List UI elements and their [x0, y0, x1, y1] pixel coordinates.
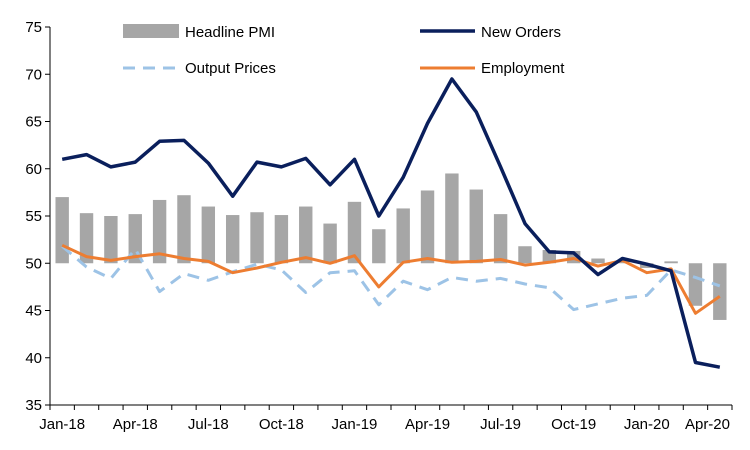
line-employment [61, 243, 721, 315]
bar-headline-pmi-aug-19 [518, 246, 532, 264]
legend: Headline PMI New Orders Output Prices Em… [123, 24, 565, 77]
bar-headline-pmi-oct-18 [274, 215, 289, 264]
bar-headline-pmi-jun-19 [469, 189, 483, 264]
bar-headline-pmi-nov-19 [591, 258, 605, 264]
line-new-orders [61, 77, 721, 369]
legend-swatch-headline-pmi [123, 24, 179, 38]
lines-layer [61, 77, 721, 369]
y-tick-label-55: 55 [25, 208, 42, 225]
bar-headline-pmi-jan-19 [347, 201, 362, 264]
bar-headline-pmi-feb-20 [664, 261, 678, 264]
bars-layer [55, 173, 727, 320]
y-tick-marks [45, 26, 50, 406]
y-tick-label-35: 35 [25, 397, 42, 414]
bar-headline-pmi-nov-18 [299, 206, 313, 264]
line-output-prices [61, 245, 721, 312]
x-tick-label-jul-18: Jul-18 [188, 416, 229, 433]
bar-headline-pmi-dec-18 [323, 223, 337, 264]
y-tick-label-45: 45 [25, 303, 42, 320]
x-tick-label-jan-18: Jan-18 [39, 416, 85, 433]
bar-headline-pmi-feb-19 [372, 229, 386, 264]
legend-item-employment: Employment [420, 60, 565, 77]
bar-headline-pmi-mar-19 [396, 208, 410, 264]
y-tick-label-65: 65 [25, 114, 42, 131]
bar-headline-pmi-may-18 [152, 199, 167, 264]
x-tick-label-oct-18: Oct-18 [259, 416, 304, 433]
y-tick-label-60: 60 [25, 161, 42, 178]
y-tick-label-40: 40 [25, 350, 42, 367]
bar-headline-pmi-apr-19 [420, 190, 435, 264]
x-tick-marks [49, 405, 733, 410]
y-tick-labels: 35 40 45 50 55 60 65 70 75 [25, 19, 42, 414]
x-tick-label-jan-20: Jan-20 [624, 416, 670, 433]
x-tick-labels: Jan-18 Apr-18 Jul-18 Oct-18 Jan-19 Apr-19 Jul-… [39, 416, 730, 433]
bar-headline-pmi-mar-20 [688, 263, 703, 306]
x-tick-label-oct-19: Oct-19 [551, 416, 596, 433]
bar-headline-pmi-dec-19 [615, 261, 630, 264]
bar-headline-pmi-feb-18 [79, 213, 94, 264]
y-tick-label-70: 70 [25, 66, 42, 83]
bar-headline-pmi-jul-19 [493, 214, 508, 264]
bar-headline-pmi-jul-18 [201, 206, 216, 264]
bar-headline-pmi-mar-18 [104, 216, 118, 264]
bar-headline-pmi-jan-18 [55, 197, 69, 264]
legend-item-new-orders: New Orders [420, 24, 561, 41]
legend-label-new-orders: New Orders [481, 24, 561, 41]
bar-headline-pmi-may-19 [445, 173, 459, 264]
bar-headline-pmi-apr-18 [128, 214, 142, 264]
bar-headline-pmi-jun-18 [177, 195, 191, 264]
legend-label-headline-pmi: Headline PMI [185, 24, 275, 41]
bar-headline-pmi-aug-18 [225, 215, 240, 264]
bar-headline-pmi-sep-18 [250, 212, 264, 264]
legend-item-output-prices: Output Prices [123, 60, 276, 77]
legend-label-employment: Employment [481, 60, 565, 77]
legend-item-headline-pmi: Headline PMI [123, 24, 275, 41]
bar-headline-pmi-apr-20 [713, 263, 727, 320]
x-tick-label-apr-20: Apr-20 [685, 416, 730, 433]
x-tick-label-apr-18: Apr-18 [113, 416, 158, 433]
legend-label-output-prices: Output Prices [185, 60, 276, 77]
x-tick-label-apr-19: Apr-19 [405, 416, 450, 433]
x-tick-label-jul-19: Jul-19 [480, 416, 521, 433]
x-tick-label-jan-19: Jan-19 [332, 416, 378, 433]
y-tick-label-75: 75 [25, 19, 42, 36]
y-tick-label-50: 50 [25, 255, 42, 272]
